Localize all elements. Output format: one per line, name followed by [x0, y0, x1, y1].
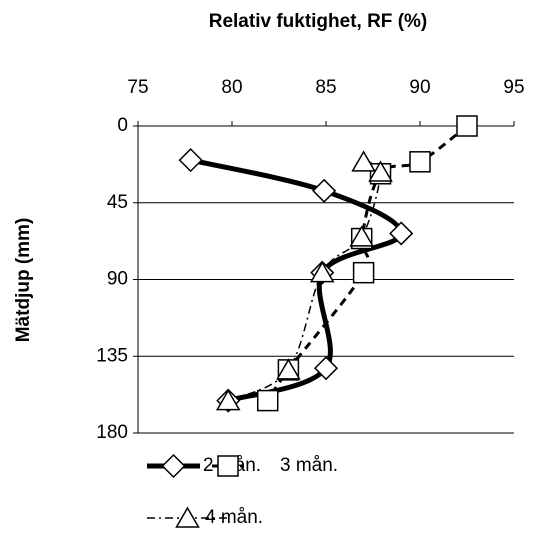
- data-point: [352, 261, 375, 284]
- x-tick-label: 85: [315, 77, 336, 98]
- legend-marker: [161, 453, 186, 479]
- legend-label: 4 mån.: [205, 507, 263, 528]
- data-point: [313, 356, 339, 381]
- data-point: [351, 150, 376, 172]
- y-tick-label: 90: [107, 269, 128, 290]
- data-point: [368, 160, 393, 182]
- chart-title: Relativ fuktighet, RF (%): [209, 11, 428, 32]
- data-point: [215, 389, 241, 411]
- y-tick-label: 180: [96, 422, 128, 443]
- y-tick-label: 45: [107, 192, 128, 213]
- x-tick-label: 95: [503, 77, 524, 98]
- x-tick-label: 80: [221, 77, 242, 98]
- data-point: [456, 115, 478, 137]
- y-axis-title: Mätdjup (mm): [13, 218, 34, 343]
- data-point: [178, 148, 203, 173]
- y-tick-label: 135: [96, 345, 128, 366]
- data-point: [309, 261, 335, 283]
- y-tick-label: 0: [117, 115, 128, 136]
- series-line: [190, 157, 404, 403]
- data-point: [349, 225, 375, 247]
- x-tick-label: 90: [409, 77, 430, 98]
- legend-label: 3 mån.: [280, 455, 338, 476]
- x-tick-label: 75: [127, 77, 148, 98]
- data-point: [256, 389, 279, 412]
- legend-marker: [217, 455, 239, 477]
- data-point: [409, 151, 431, 173]
- legend-marker: [175, 506, 200, 528]
- data-point: [389, 221, 414, 246]
- data-point: [312, 178, 337, 203]
- data-point: [276, 358, 301, 380]
